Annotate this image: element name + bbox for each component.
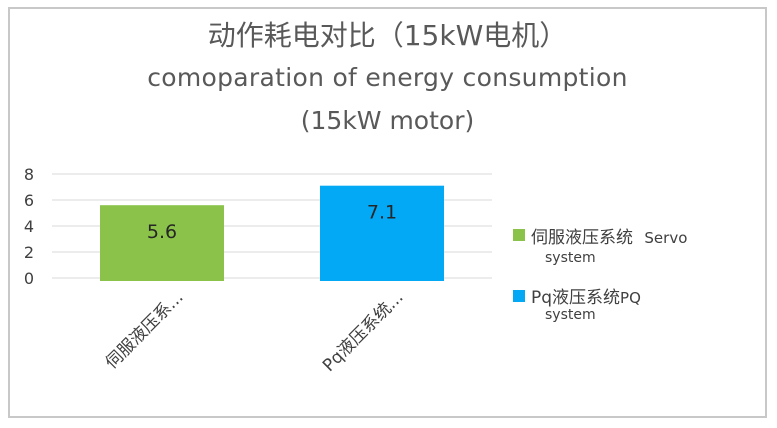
bar-data-label: 5.6 bbox=[147, 221, 177, 243]
legend-label-pq-line2: system bbox=[545, 307, 596, 323]
legend-swatch-pq bbox=[513, 290, 525, 302]
legend-label-servo-en: Servo bbox=[644, 229, 688, 247]
x-tick-label: Pq液压系统... bbox=[319, 287, 408, 376]
chart-subtitle-line1: comoparation of energy consumption bbox=[147, 63, 628, 92]
legend-swatch-servo bbox=[513, 229, 525, 241]
legend-label-pq: Pq液压系统PQ bbox=[531, 283, 641, 308]
y-tick-label: 2 bbox=[24, 243, 34, 262]
legend-label-servo-cn: 伺服液压系统 bbox=[531, 228, 633, 248]
y-tick-label: 8 bbox=[24, 165, 34, 184]
y-tick-label: 0 bbox=[24, 269, 34, 288]
y-tick-label: 4 bbox=[24, 217, 34, 236]
legend-label-pq-cn: Pq液压系统 bbox=[531, 288, 621, 308]
legend-label-servo-line2: system bbox=[545, 250, 596, 266]
chart-title: 动作耗电对比（15kW电机） bbox=[207, 19, 568, 52]
bar-1 bbox=[320, 185, 444, 281]
y-tick-label: 6 bbox=[24, 191, 34, 210]
bar-0 bbox=[100, 205, 224, 281]
legend-label-pq-en: PQ bbox=[620, 289, 641, 307]
chart-subtitle-line2: (15kW motor) bbox=[300, 106, 475, 135]
legend-label-servo: 伺服液压系统 Servo bbox=[531, 223, 687, 248]
bar-data-label: 7.1 bbox=[367, 202, 397, 224]
x-tick-label: 伺服液压系... bbox=[102, 287, 188, 373]
